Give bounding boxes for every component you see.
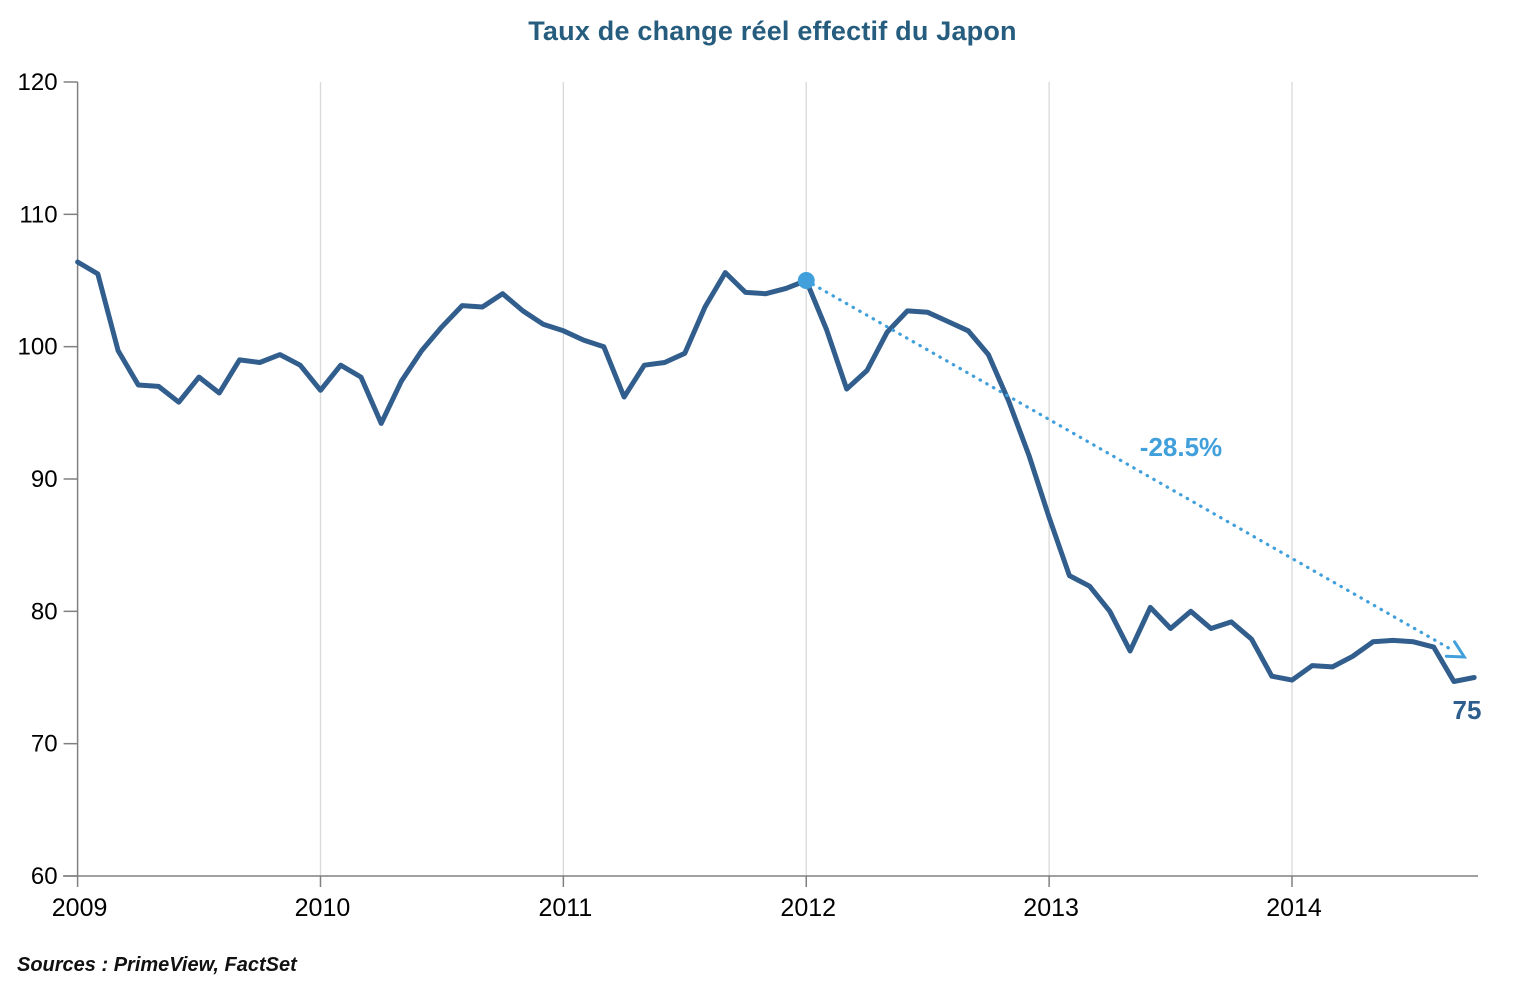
y-axis-tick-label: 120	[18, 69, 58, 96]
highlight-dot-marker	[797, 272, 815, 289]
y-axis-tick-label: 60	[31, 863, 58, 890]
x-axis-tick-label: 2014	[1266, 894, 1322, 922]
series-line	[75, 259, 1477, 684]
x-axis-tick-label: 2011	[538, 894, 592, 922]
trend-dotted-line	[804, 278, 1456, 653]
x-axis-tick-label: 2010	[295, 894, 351, 922]
x-axis-tick-label: 2013	[1023, 894, 1079, 922]
y-axis-tick-label: 70	[31, 731, 58, 758]
x-axis-tick-label: 2009	[52, 894, 108, 922]
trend-arrowhead-icon	[1444, 640, 1468, 659]
trend-percentage-label: -28.5%	[1140, 432, 1222, 462]
x-axis-tick-label: 2012	[780, 894, 836, 922]
y-axis-tick-label: 110	[19, 201, 57, 228]
end-value-label: 75	[1453, 695, 1482, 725]
y-axis-tick-label: 100	[18, 334, 58, 361]
chart-title: Taux de change réel effectif du Japon	[528, 16, 1017, 46]
source-note: Sources : PrimeView, FactSet	[17, 954, 297, 976]
y-axis-tick-label: 80	[31, 598, 58, 625]
y-axis-tick-label: 90	[31, 466, 58, 493]
